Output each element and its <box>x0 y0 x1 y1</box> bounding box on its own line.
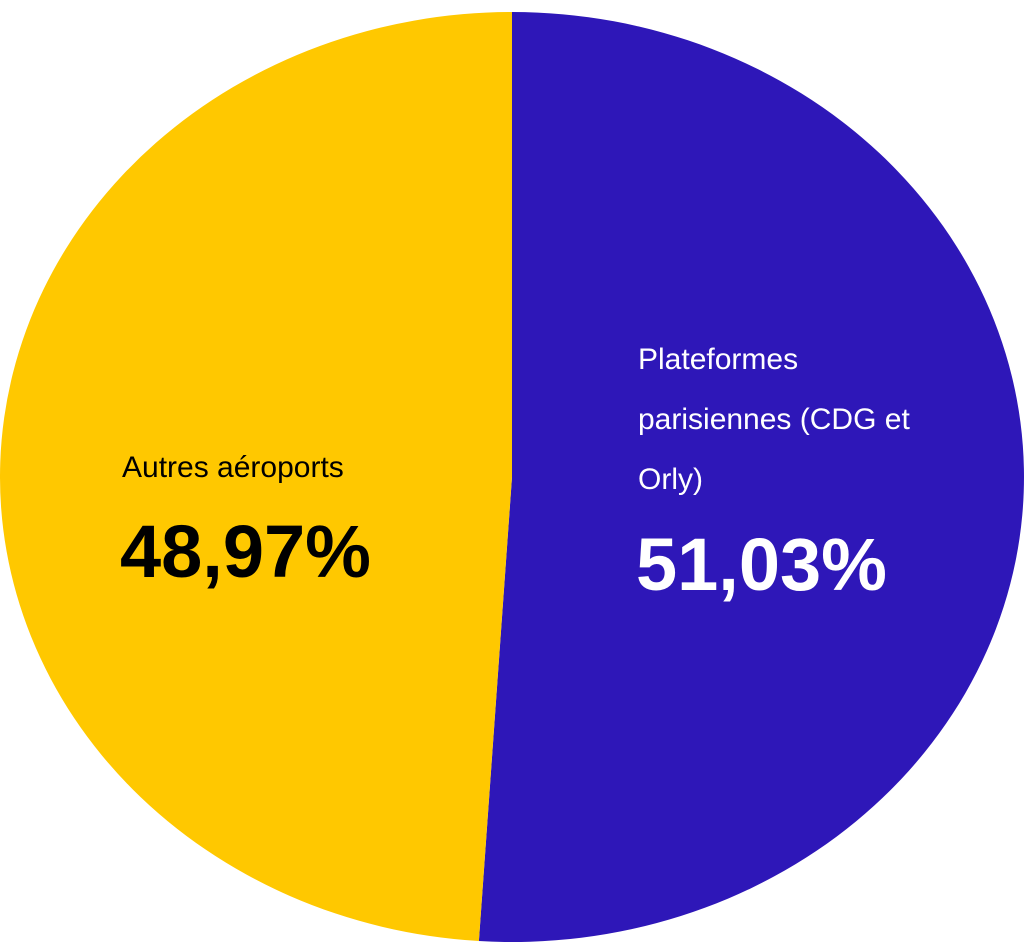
value-label: 51,03% <box>636 523 887 606</box>
pie-slice <box>0 12 512 942</box>
value-label: 48,97% <box>120 510 371 593</box>
slice-label: Plateformes parisiennes (CDG et Orly) <box>638 343 910 496</box>
slice-label: Autres aéroports <box>122 451 344 484</box>
pie-slice <box>478 12 1024 942</box>
